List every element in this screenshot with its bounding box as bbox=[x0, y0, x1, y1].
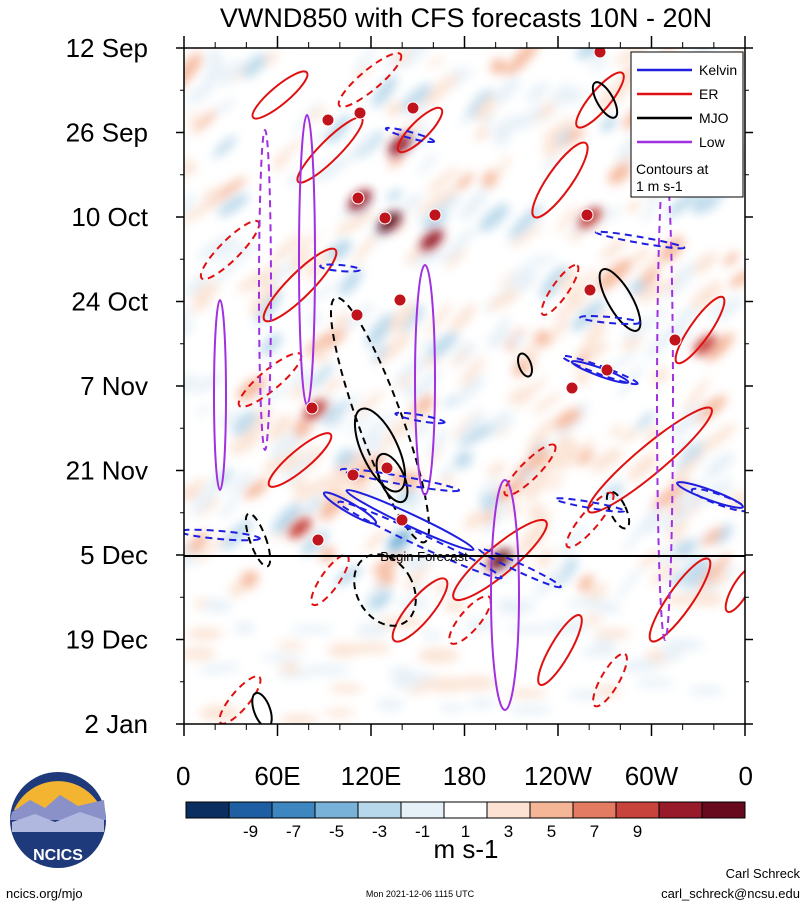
storm-marker bbox=[305, 401, 319, 415]
colorbar-swatch bbox=[529, 801, 574, 819]
colorbar-tick-label: 7 bbox=[590, 822, 599, 841]
colorbar-tick-label: 9 bbox=[633, 822, 642, 841]
footer-timestamp: Mon 2021-12-06 1115 UTC bbox=[366, 889, 475, 899]
colorbar-tick-label: -1 bbox=[415, 822, 430, 841]
wind-anomaly-field bbox=[184, 48, 745, 724]
y-tick-label: 21 Nov bbox=[66, 456, 148, 486]
y-tick-label: 26 Sep bbox=[66, 118, 148, 148]
filtered-contours bbox=[184, 48, 745, 724]
storm-marker bbox=[428, 208, 442, 222]
ncics-logo-text: NCICS bbox=[33, 847, 83, 864]
legend-label-er: ER bbox=[699, 86, 718, 102]
footer-author: Carl Schreck bbox=[726, 866, 801, 881]
x-tick-label: 0 bbox=[739, 761, 753, 791]
y-tick-label: 2 Jan bbox=[84, 709, 148, 739]
storm-marker bbox=[378, 211, 392, 225]
storm-marker bbox=[351, 191, 365, 205]
colorbar-tick-label: 5 bbox=[547, 822, 556, 841]
colorbar-units: m s-1 bbox=[434, 834, 499, 864]
y-tick-label: 19 Dec bbox=[66, 625, 148, 655]
y-tick-label: 12 Sep bbox=[66, 33, 148, 63]
colorbar-swatch bbox=[443, 801, 488, 819]
legend: Kelvin ER MJO Low Contours at 1 m s-1 bbox=[630, 51, 744, 198]
storm-marker bbox=[565, 381, 579, 395]
colorbar-swatch bbox=[658, 801, 703, 819]
storm-marker bbox=[668, 333, 682, 347]
y-tick-label: 10 Oct bbox=[71, 202, 148, 232]
colorbar-tick-label: -7 bbox=[286, 822, 301, 841]
x-tick-label: 120W bbox=[524, 761, 592, 791]
y-axis: 12 Sep 26 Sep 10 Oct 24 Oct 7 Nov 21 Nov 5 Dec… bbox=[66, 33, 753, 739]
storm-marker bbox=[406, 101, 420, 115]
legend-note-line2: 1 m s-1 bbox=[636, 178, 683, 194]
storm-marker bbox=[583, 283, 597, 297]
begin-forecast-label: Begin Forecast bbox=[380, 549, 468, 564]
storm-marker bbox=[600, 363, 614, 377]
x-tick-label: 120E bbox=[341, 761, 402, 791]
storm-marker bbox=[580, 208, 594, 222]
colorbar-swatch bbox=[701, 801, 746, 819]
y-tick-label: 24 Oct bbox=[71, 287, 148, 317]
colorbar-swatch bbox=[400, 801, 445, 819]
colorbar-tick-label: 3 bbox=[504, 822, 513, 841]
x-tick-label: 60E bbox=[254, 761, 300, 791]
storm-marker bbox=[393, 293, 407, 307]
legend-note-line1: Contours at bbox=[636, 161, 708, 177]
colorbar-swatch bbox=[572, 801, 617, 819]
storm-marker bbox=[321, 113, 335, 127]
chart-title: VWND850 with CFS forecasts 10N - 20N bbox=[220, 3, 712, 33]
x-tick-label: 180 bbox=[443, 761, 486, 791]
colorbar-swatch bbox=[228, 801, 273, 819]
ncics-logo: NCICS bbox=[10, 772, 106, 868]
colorbar-tick-label: -9 bbox=[243, 822, 258, 841]
legend-label-kelvin: Kelvin bbox=[699, 62, 737, 78]
colorbar-swatch bbox=[314, 801, 359, 819]
colorbar: -9 -7 -5 -3 -1 1 3 5 7 9 bbox=[185, 801, 746, 841]
storm-marker bbox=[593, 48, 607, 59]
y-tick-label: 7 Nov bbox=[80, 371, 148, 401]
colorbar-swatch bbox=[357, 801, 402, 819]
colorbar-tick-label: -5 bbox=[329, 822, 344, 841]
footer-url[interactable]: ncics.org/mjo bbox=[6, 886, 83, 901]
legend-label-mjo: MJO bbox=[699, 110, 729, 126]
colorbar-tick-label: 1 bbox=[461, 822, 470, 841]
footer-email[interactable]: carl_schreck@ncsu.edu bbox=[661, 886, 800, 901]
storm-marker bbox=[350, 308, 364, 322]
colorbar-swatch bbox=[615, 801, 660, 819]
colorbar-swatch bbox=[271, 801, 316, 819]
storm-marker bbox=[353, 106, 367, 120]
storm-marker bbox=[346, 468, 360, 482]
y-tick-label: 5 Dec bbox=[80, 540, 148, 570]
storm-marker bbox=[311, 533, 325, 547]
colorbar-tick-label: -3 bbox=[372, 822, 387, 841]
colorbar-swatch bbox=[486, 801, 531, 819]
storm-marker bbox=[380, 461, 394, 475]
storm-marker bbox=[395, 513, 409, 527]
colorbar-swatch bbox=[185, 801, 230, 819]
x-axis: 0 60E 120E 180 120W 60W 0 bbox=[176, 36, 753, 791]
x-tick-label: 60W bbox=[625, 761, 679, 791]
x-tick-label: 0 bbox=[176, 761, 190, 791]
legend-label-low: Low bbox=[699, 134, 726, 150]
